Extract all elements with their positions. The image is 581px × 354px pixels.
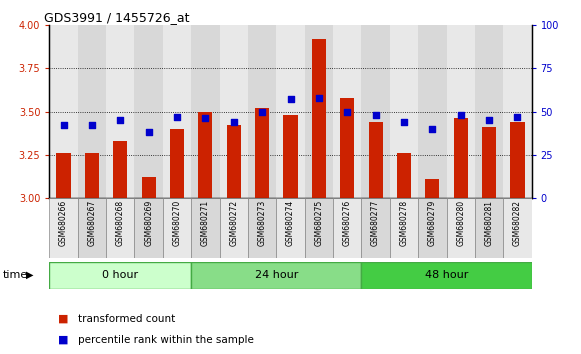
Bar (510, 122, 525, 198)
Bar (447, 198, 475, 258)
Bar (191, 25, 220, 198)
Text: GSM680276: GSM680276 (343, 200, 352, 246)
Bar (49, 25, 78, 198)
Point (59, 122, 68, 128)
Point (116, 117, 125, 123)
Text: GSM680271: GSM680271 (201, 200, 210, 246)
Bar (390, 25, 418, 198)
Bar (333, 25, 361, 198)
Point (399, 119, 408, 125)
Text: GSM680267: GSM680267 (87, 200, 96, 246)
Bar (304, 198, 333, 258)
Text: transformed count: transformed count (78, 314, 175, 324)
Text: 48 hour: 48 hour (425, 270, 468, 280)
Point (314, 95, 324, 101)
Bar (390, 198, 418, 258)
Bar (227, 125, 241, 198)
Bar (368, 122, 383, 198)
Text: GSM680280: GSM680280 (456, 200, 465, 246)
Text: GSM680277: GSM680277 (371, 200, 380, 246)
Bar (220, 25, 248, 198)
Point (513, 114, 522, 120)
Text: ■: ■ (58, 314, 69, 324)
Bar (418, 25, 447, 198)
Bar (361, 198, 390, 258)
Bar (170, 129, 184, 198)
Bar (85, 153, 99, 198)
Text: GSM680281: GSM680281 (485, 200, 494, 246)
Text: GSM680275: GSM680275 (314, 200, 324, 246)
Point (173, 114, 182, 120)
Bar (134, 25, 163, 198)
Bar (56, 153, 71, 198)
Point (201, 116, 210, 121)
Point (485, 117, 494, 123)
Bar (397, 153, 411, 198)
Bar (78, 198, 106, 258)
Bar (248, 198, 277, 258)
Bar (248, 25, 277, 198)
Bar (425, 179, 439, 198)
Bar (503, 25, 532, 198)
Text: 0 hour: 0 hour (102, 270, 138, 280)
Text: ▶: ▶ (26, 270, 34, 280)
Bar (134, 198, 163, 258)
Point (343, 109, 352, 114)
Bar (475, 25, 503, 198)
Point (229, 119, 238, 125)
Text: percentile rank within the sample: percentile rank within the sample (78, 335, 254, 345)
Bar (220, 198, 248, 258)
Bar (142, 177, 156, 198)
Bar (78, 25, 106, 198)
Bar (503, 198, 532, 258)
Text: GSM680273: GSM680273 (257, 200, 267, 246)
Text: GSM680279: GSM680279 (428, 200, 437, 246)
Bar (163, 25, 191, 198)
Bar (49, 198, 78, 258)
Text: GSM680268: GSM680268 (116, 200, 125, 246)
Bar (106, 25, 134, 198)
Bar (49, 262, 191, 289)
Bar (191, 198, 220, 258)
Bar (312, 39, 326, 198)
Point (286, 97, 295, 102)
Point (257, 109, 267, 114)
Bar (475, 198, 503, 258)
Text: GDS3991 / 1455726_at: GDS3991 / 1455726_at (44, 11, 189, 24)
Bar (454, 119, 468, 198)
Text: 24 hour: 24 hour (254, 270, 298, 280)
Text: ■: ■ (58, 335, 69, 345)
Bar (447, 25, 475, 198)
Bar (113, 141, 127, 198)
Bar (163, 198, 191, 258)
Bar (361, 25, 390, 198)
Bar (304, 25, 333, 198)
Bar (255, 108, 269, 198)
Text: GSM680269: GSM680269 (144, 200, 153, 246)
Bar (277, 25, 304, 198)
Bar (340, 98, 354, 198)
Bar (198, 112, 213, 198)
Point (144, 130, 153, 135)
Point (428, 126, 437, 132)
Bar (333, 198, 361, 258)
Text: time: time (3, 270, 28, 280)
Point (87, 122, 96, 128)
Text: GSM680278: GSM680278 (400, 200, 408, 246)
Text: GSM680272: GSM680272 (229, 200, 238, 246)
Point (371, 112, 380, 118)
Bar (418, 198, 447, 258)
Text: GSM680282: GSM680282 (513, 200, 522, 246)
Bar (191, 262, 361, 289)
Bar (482, 127, 496, 198)
Bar (361, 262, 532, 289)
Bar (106, 198, 134, 258)
Text: GSM680266: GSM680266 (59, 200, 68, 246)
Bar (284, 115, 297, 198)
Bar (277, 198, 304, 258)
Text: GSM680274: GSM680274 (286, 200, 295, 246)
Point (456, 112, 465, 118)
Text: GSM680270: GSM680270 (173, 200, 181, 246)
